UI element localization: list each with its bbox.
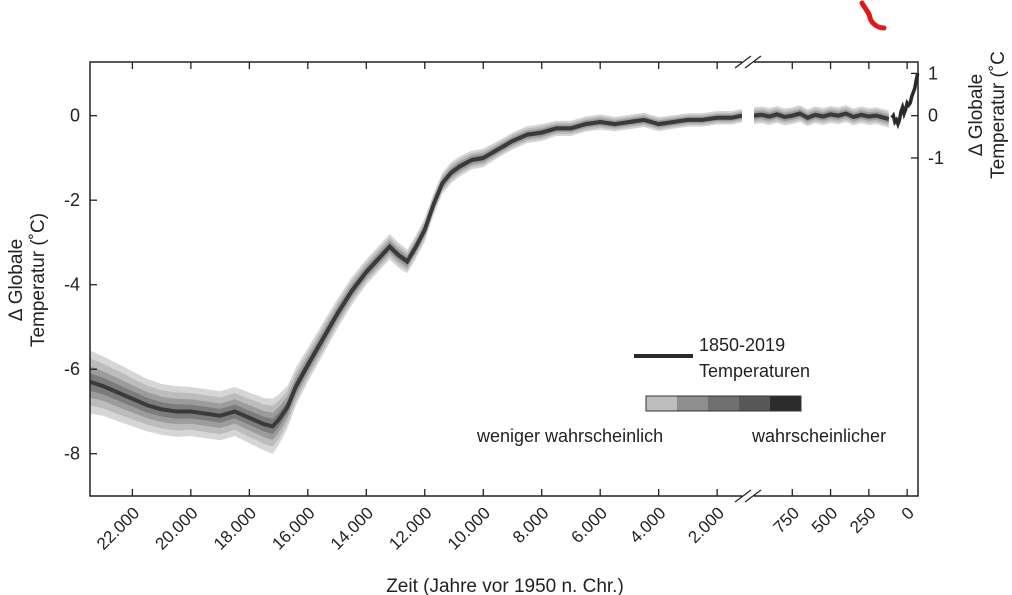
x-right-tick-label: 0 [898,503,918,523]
legend: 1850-2019 Temperaturen weniger wahrschei… [476,335,886,446]
x-left-tick-label: 12.000 [385,503,435,553]
x-left-tick-label: 4.000 [626,503,670,547]
reconstruction-recent-line [753,111,890,121]
y-right-tick-label: 1 [928,63,938,83]
x-left-tick-label: 10.000 [444,503,494,553]
x-axis-label: Zeit (Jahre vor 1950 n. Chr.) [386,576,624,595]
legend-shade-3 [708,396,739,411]
reconstruction-band-4 [90,113,742,434]
y-axis-left-label: Δ Globale Temperatur (˚C) [6,213,49,347]
legend-shade-1 [646,396,677,411]
plot-frame [89,61,919,497]
red-annotation-mark [859,0,887,31]
y-left-tick-label: -4 [64,275,80,295]
legend-scale-right-label: wahrscheinlicher [751,426,886,446]
legend-shade-2 [677,396,708,411]
svg-text:Temperatur (˚C): Temperatur (˚C) [28,213,49,347]
legend-instrumental-label: 1850-2019 [699,335,785,355]
x-right-tick-label: 500 [808,503,841,536]
axis-break-marks [734,55,762,503]
y-left-tick-label: -2 [64,190,80,210]
legend-instrumental-label-2: Temperaturen [699,361,810,381]
y-axis-right-label: Δ Globale Temperatur (˚C [966,51,1009,179]
svg-text:Δ Globale: Δ Globale [966,74,987,156]
x-left-tick-label: 8.000 [509,503,553,547]
x-right-tick-label: 250 [846,503,879,536]
y-left-tick-label: -6 [64,359,80,379]
x-left-tick-label: 20.000 [151,503,201,553]
x-left-tick-label: 2.000 [684,503,728,547]
legend-shade-4 [739,396,770,411]
y-left-tick-label: 0 [70,106,80,126]
reconstruction-band-2 [90,110,742,447]
reconstruction-line [89,113,743,429]
svg-text:Temperatur (˚C: Temperatur (˚C [988,51,1009,179]
axis-break-gap [742,55,754,503]
svg-text:Δ Globale: Δ Globale [6,239,27,321]
x-left-tick-label: 6.000 [568,503,612,547]
x-left-tick-label: 22.000 [93,503,143,553]
x-left-tick-label: 16.000 [268,503,318,553]
y-right-tick-label: 0 [928,106,938,126]
x-right-tick-label: 750 [770,503,803,536]
y-left-tick-label: -8 [64,444,80,464]
y-right-tick-label: -1 [928,148,944,168]
legend-scale-left-label: weniger wahrscheinlich [476,426,663,446]
instrumental-line [890,73,920,130]
legend-shade-5 [770,396,801,411]
x-left-tick-label: 18.000 [210,503,260,553]
x-left-tick-label: 14.000 [327,503,377,553]
